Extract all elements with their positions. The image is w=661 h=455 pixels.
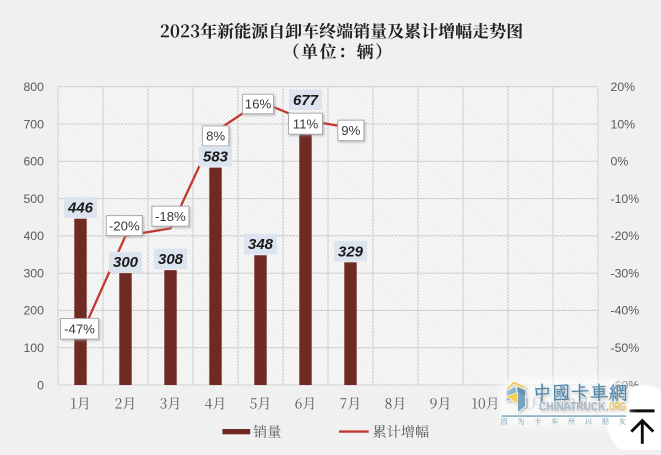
svg-text:446: 446 — [67, 200, 94, 217]
svg-text:-20%: -20% — [109, 218, 140, 233]
svg-text:11%: 11% — [293, 116, 319, 131]
svg-text:-20%: -20% — [611, 229, 640, 243]
svg-text:-10%: -10% — [611, 192, 640, 206]
svg-text:308: 308 — [158, 251, 184, 268]
svg-text:ORG: ORG — [609, 399, 625, 413]
svg-text:-30%: -30% — [611, 266, 640, 280]
svg-text:677: 677 — [293, 92, 319, 109]
svg-text:500: 500 — [23, 192, 44, 206]
svg-text:20%: 20% — [611, 80, 636, 94]
svg-text:200: 200 — [23, 304, 44, 318]
svg-text:-47%: -47% — [64, 322, 95, 337]
svg-text:-50%: -50% — [611, 341, 640, 355]
svg-text:329: 329 — [338, 243, 364, 260]
svg-text:0: 0 — [37, 378, 44, 392]
svg-text:.: . — [606, 399, 609, 413]
svg-text:300: 300 — [23, 266, 44, 280]
svg-text:10%: 10% — [611, 117, 636, 131]
svg-text:348: 348 — [248, 236, 274, 253]
svg-text:400: 400 — [23, 229, 44, 243]
svg-text:-40%: -40% — [611, 304, 640, 318]
svg-text:583: 583 — [203, 149, 229, 166]
svg-text:CHINATRUCK: CHINATRUCK — [539, 399, 606, 413]
svg-text:8%: 8% — [206, 129, 225, 144]
svg-text:0%: 0% — [611, 155, 629, 169]
svg-text:9%: 9% — [341, 123, 360, 138]
svg-text:600: 600 — [23, 155, 44, 169]
svg-text:-18%: -18% — [155, 209, 186, 224]
svg-text:100: 100 — [23, 341, 44, 355]
svg-text:300: 300 — [113, 254, 139, 271]
svg-text:16%: 16% — [245, 97, 272, 112]
svg-text:700: 700 — [23, 117, 44, 131]
svg-text:800: 800 — [23, 80, 44, 94]
